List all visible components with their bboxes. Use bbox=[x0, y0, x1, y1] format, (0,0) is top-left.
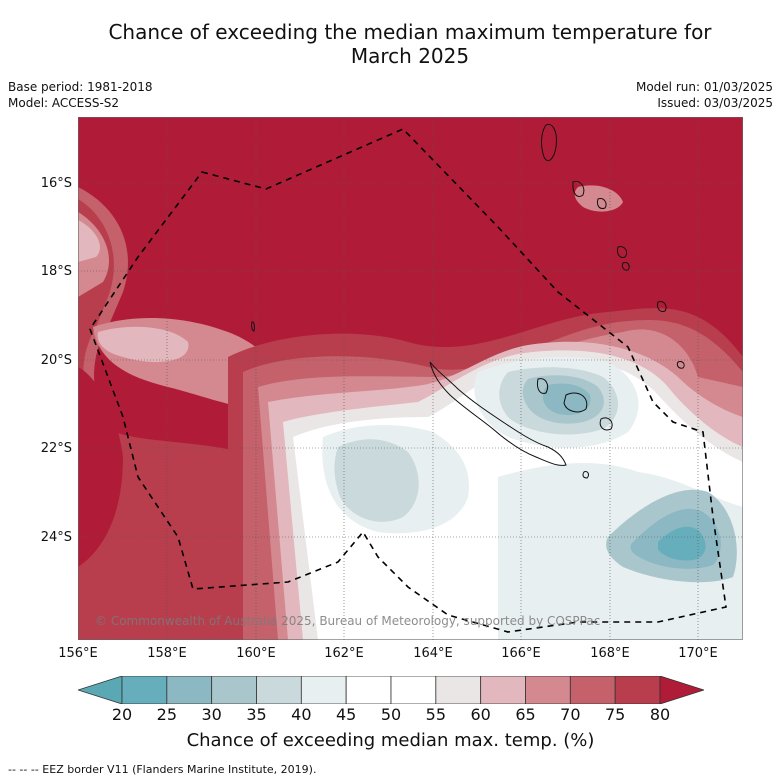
colorbar-bin-75-80 bbox=[614, 676, 661, 704]
issued-label: Issued: 03/03/2025 bbox=[657, 96, 773, 110]
map-frame bbox=[78, 117, 743, 640]
eez-legend: -- -- -- EEZ border V11 (Flanders Marine… bbox=[8, 763, 317, 776]
vanuatu-efate bbox=[597, 198, 607, 209]
colorbar-tick-55: 55 bbox=[425, 705, 446, 724]
new-caledonia-island bbox=[429, 361, 567, 466]
colorbar-arrow-high bbox=[659, 676, 704, 704]
colorbar-tick-60: 60 bbox=[470, 705, 491, 724]
lat-label-20s: 20°S bbox=[40, 353, 72, 368]
colorbar-bin-40-45 bbox=[300, 676, 347, 704]
matthew-hunter-islands bbox=[676, 361, 685, 369]
vanuatu-espiritu-santo bbox=[541, 123, 557, 162]
lon-label-162e: 162°E bbox=[324, 646, 364, 661]
lon-label-156e: 156°E bbox=[58, 646, 98, 661]
forecast-map bbox=[78, 117, 743, 640]
lat-label-16s: 16°S bbox=[40, 176, 72, 191]
copyright-text: © Commonwealth of Australia 2025, Bureau… bbox=[95, 614, 601, 628]
colorbar-bin-70-75 bbox=[569, 676, 616, 704]
colorbar-tick-25: 25 bbox=[156, 705, 177, 724]
probability-band-80-west-patch bbox=[78, 367, 123, 567]
colorbar-tick-40: 40 bbox=[291, 705, 312, 724]
eez-border bbox=[89, 128, 727, 633]
probability-band-20-southeast bbox=[658, 526, 706, 561]
lon-label-160e: 160°E bbox=[236, 646, 276, 661]
vanuatu-tanna bbox=[621, 262, 630, 271]
probability-band-35-central bbox=[334, 439, 419, 522]
colorbar-bin-50-55 bbox=[390, 676, 437, 704]
probability-band-60-west-b bbox=[97, 326, 189, 362]
colorbar-bin-30-35 bbox=[211, 676, 257, 704]
colorbar-tick-45: 45 bbox=[335, 705, 357, 724]
vanuatu-aneityum bbox=[657, 301, 667, 312]
colorbar-bin-35-40 bbox=[256, 676, 302, 704]
lon-label-166e: 166°E bbox=[501, 646, 541, 661]
colorbar-arrow-low bbox=[78, 676, 123, 704]
probability-band-25-east-upper bbox=[543, 383, 591, 415]
colorbar-tick-20: 20 bbox=[111, 705, 133, 724]
loyalty-island-mare bbox=[599, 417, 613, 431]
vanuatu-erromango bbox=[617, 246, 628, 258]
colorbar-bin-55-60 bbox=[435, 676, 482, 704]
loyalty-island-ouvea bbox=[537, 378, 549, 394]
lon-label-168e: 168°E bbox=[590, 646, 630, 661]
probability-band-60-west-a bbox=[78, 220, 100, 262]
colorbar-title: Chance of exceeding median max. temp. (%… bbox=[186, 730, 595, 751]
vanuatu-malakula bbox=[572, 180, 585, 197]
colorbar-tick-35: 35 bbox=[246, 705, 267, 724]
map-title-line1: Chance of exceeding the median maximum t… bbox=[108, 20, 712, 44]
lon-label-158e: 158°E bbox=[147, 646, 187, 661]
lon-label-170e: 170°E bbox=[678, 646, 718, 661]
graticule bbox=[78, 117, 743, 640]
colorbar-bin-25-30 bbox=[166, 676, 213, 704]
model-label: Model: ACCESS-S2 bbox=[8, 96, 120, 110]
colorbar-bin-45-50 bbox=[345, 676, 392, 704]
base-period-label: Base period: 1981-2018 bbox=[8, 80, 153, 94]
colorbar-bin-60-65 bbox=[480, 676, 526, 704]
colorbar-tick-50: 50 bbox=[380, 705, 402, 724]
colorbar-bin-20-25 bbox=[121, 676, 168, 704]
colorbar-tick-70: 70 bbox=[560, 705, 581, 724]
loyalty-island-lifou bbox=[563, 392, 588, 413]
small-island-west bbox=[251, 321, 255, 332]
colorbar-tick-80: 80 bbox=[649, 705, 671, 724]
colorbar-bin-65-70 bbox=[525, 676, 571, 704]
isle-of-pines bbox=[582, 471, 589, 479]
colorbar bbox=[78, 676, 704, 704]
map-title-line2: March 2025 bbox=[350, 44, 470, 68]
colorbar-tick-30: 30 bbox=[201, 705, 222, 724]
lat-label-18s: 18°S bbox=[40, 264, 72, 279]
lon-label-164e: 164°E bbox=[413, 646, 453, 661]
colorbar-tick-75: 75 bbox=[604, 705, 626, 724]
lat-label-24s: 24°S bbox=[40, 530, 72, 545]
lat-label-22s: 22°S bbox=[40, 441, 72, 456]
model-run-label: Model run: 01/03/2025 bbox=[635, 80, 773, 94]
colorbar-tick-65: 65 bbox=[515, 705, 536, 724]
